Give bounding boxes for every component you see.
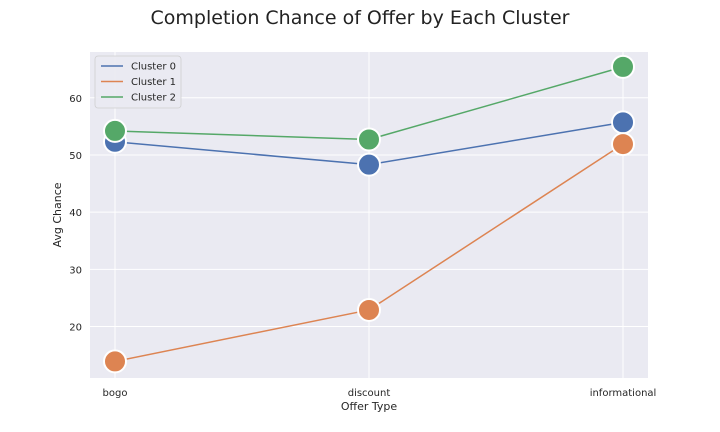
legend-label: Cluster 2 <box>131 93 176 104</box>
y-axis-label: Avg Chance <box>51 182 64 247</box>
series-markers <box>103 54 635 374</box>
y-tick-label: 30 <box>69 265 82 276</box>
chart-title: Completion Chance of Offer by Each Clust… <box>151 7 570 29</box>
y-tick-label: 60 <box>69 94 82 105</box>
data-point-cluster-0 <box>611 110 635 135</box>
x-tick-label: discount <box>348 388 391 399</box>
data-point-cluster-1 <box>103 349 127 374</box>
legend: Cluster 0 Cluster 1 Cluster 2 <box>94 55 182 109</box>
legend-box <box>94 55 182 109</box>
legend-label: Cluster 1 <box>131 77 176 88</box>
y-tick-label: 20 <box>69 323 82 334</box>
data-point-cluster-1 <box>357 297 381 322</box>
data-point-cluster-2 <box>103 118 127 143</box>
legend-label: Cluster 0 <box>131 62 176 73</box>
data-point-cluster-0 <box>357 152 381 177</box>
data-point-cluster-1 <box>611 132 635 157</box>
y-tick-label: 50 <box>69 151 82 162</box>
x-tick-label: bogo <box>103 388 128 399</box>
data-point-cluster-2 <box>357 127 381 152</box>
y-tick-label: 40 <box>69 208 82 219</box>
grid-lines <box>90 52 648 378</box>
tick-labels: 20 30 40 50 60 bogo discount informational <box>69 94 656 399</box>
data-point-cluster-2 <box>611 54 635 79</box>
x-axis-label: Offer Type <box>341 400 398 413</box>
x-tick-label: informational <box>590 388 657 399</box>
